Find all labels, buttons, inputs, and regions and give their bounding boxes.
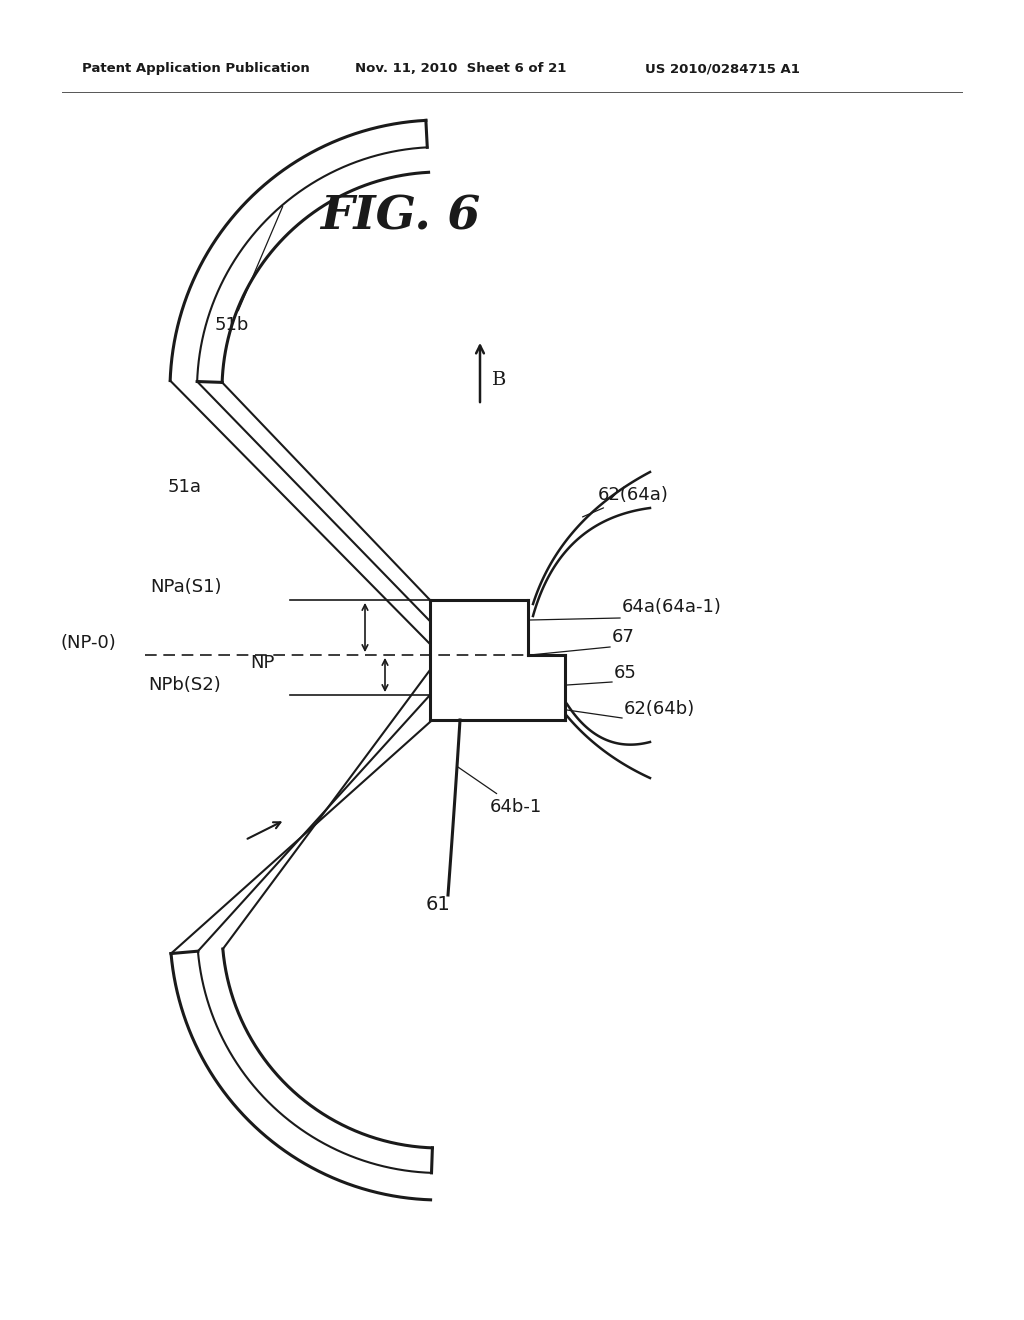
Text: (NP-0): (NP-0) bbox=[60, 634, 116, 652]
Text: 61: 61 bbox=[426, 895, 451, 913]
Text: 62(64a): 62(64a) bbox=[583, 486, 669, 517]
Text: Patent Application Publication: Patent Application Publication bbox=[82, 62, 309, 75]
Text: NP: NP bbox=[250, 653, 274, 672]
Text: 51b: 51b bbox=[215, 206, 283, 334]
Text: 64b-1: 64b-1 bbox=[458, 767, 543, 816]
Text: 64a(64a-1): 64a(64a-1) bbox=[622, 598, 722, 616]
Text: 67: 67 bbox=[612, 628, 635, 645]
Text: 51a: 51a bbox=[168, 478, 202, 496]
Text: NPb(S2): NPb(S2) bbox=[148, 676, 221, 694]
Text: Nov. 11, 2010  Sheet 6 of 21: Nov. 11, 2010 Sheet 6 of 21 bbox=[355, 62, 566, 75]
Text: NPa(S1): NPa(S1) bbox=[150, 578, 221, 597]
Text: US 2010/0284715 A1: US 2010/0284715 A1 bbox=[645, 62, 800, 75]
Text: FIG. 6: FIG. 6 bbox=[319, 194, 480, 240]
Text: 65: 65 bbox=[614, 664, 637, 682]
Text: B: B bbox=[492, 371, 507, 389]
Text: 62(64b): 62(64b) bbox=[624, 700, 695, 718]
